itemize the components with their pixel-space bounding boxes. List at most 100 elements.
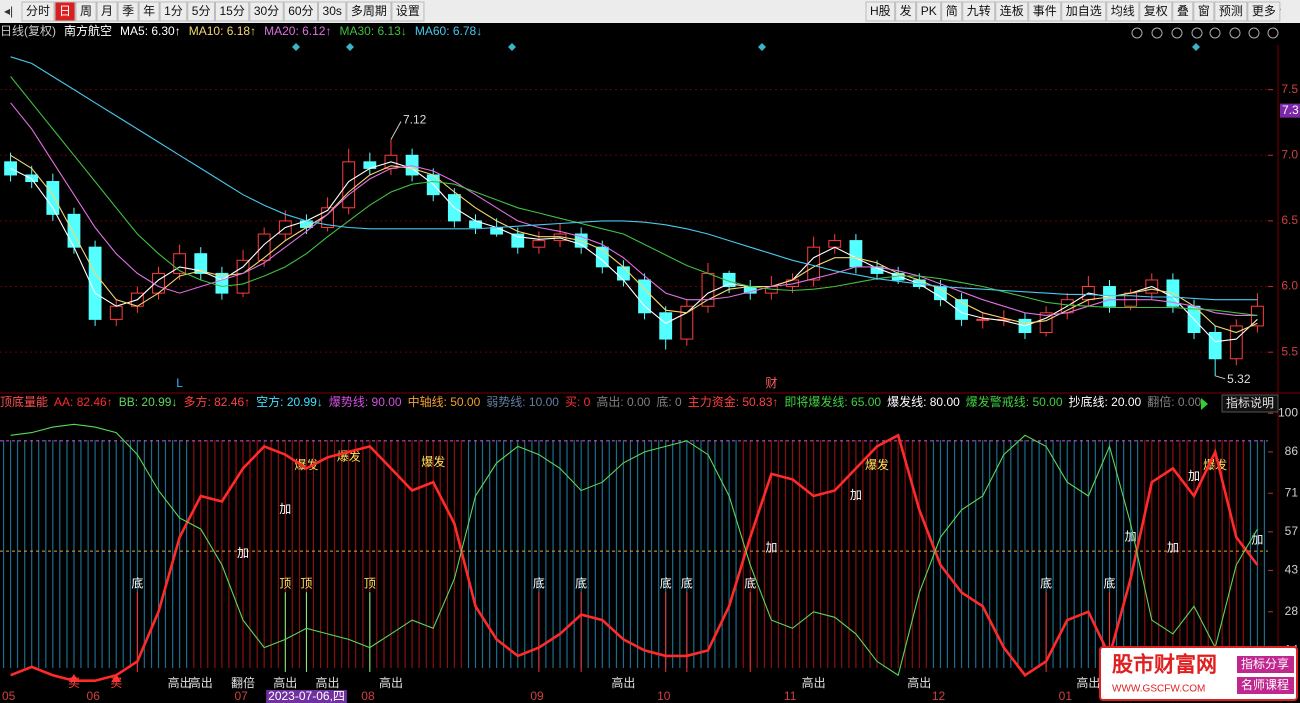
toolbar-button[interactable]: 发 [900, 3, 912, 18]
event-diamond[interactable] [292, 43, 300, 51]
toolbar-button[interactable]: 年 [143, 4, 155, 18]
candle-body [680, 305, 694, 340]
candle-body [236, 259, 250, 294]
candle-body [46, 181, 60, 215]
toolbar-button[interactable]: 5分 [192, 4, 211, 18]
toolbar-button[interactable]: 季 [122, 4, 134, 18]
toolbar-button[interactable]: 连板 [1000, 3, 1024, 18]
icon[interactable] [1267, 27, 1279, 39]
icon[interactable] [1131, 27, 1143, 39]
icon[interactable] [1171, 27, 1183, 39]
toolbar-button-bg [96, 1, 118, 22]
toolbar-button[interactable]: 事件 [1033, 4, 1057, 18]
signal-label: 加 [237, 546, 249, 560]
indicator-help-button[interactable]: 指标说明 [1226, 395, 1274, 410]
toolbar-button-bg [941, 1, 963, 22]
event-diamond[interactable] [758, 43, 766, 51]
x-tick-label: 09 [530, 689, 544, 703]
toolbar-button[interactable]: 1分 [164, 4, 183, 18]
toolbar-button-bg [159, 1, 188, 22]
buy-arrow [68, 674, 79, 682]
toolbar-button[interactable]: 均线 [1111, 4, 1135, 18]
toolbar-button[interactable]: 60分 [288, 4, 313, 18]
signal-label: 加 [765, 541, 777, 555]
candle-body [88, 246, 102, 320]
candle-body [532, 240, 546, 248]
icon[interactable] [1151, 27, 1163, 39]
y-tick-label: 71 [1285, 485, 1299, 499]
tool-icons [1131, 27, 1279, 39]
toolbar-button[interactable]: H股 [870, 4, 891, 18]
indicator-legend: 买: 0 [565, 395, 591, 409]
toolbar-button[interactable]: 复权 [1144, 4, 1168, 18]
toolbar-button[interactable]: 30s [323, 4, 342, 18]
signal-label: 爆发 [421, 454, 445, 469]
indicator-legend: AA: 82.46↑ [54, 395, 113, 409]
indicator-legend: 多方: 82.46↑ [183, 394, 250, 409]
signal-label: 加 [279, 502, 291, 516]
toolbar-button-bg [187, 1, 215, 22]
max-label: 7.12 [403, 113, 427, 127]
signal-label: 底 [1040, 575, 1052, 590]
ma-line [10, 154, 1258, 334]
toolbar-button-bg [865, 1, 896, 22]
y-tick-label: 5.5 [1281, 344, 1298, 358]
signal-label: 加 [1251, 532, 1263, 546]
icon[interactable] [1209, 27, 1221, 39]
toolbar-button[interactable]: 设置 [396, 4, 420, 18]
cursor-label-bg [266, 690, 347, 703]
watermark-tag[interactable]: 名师课程 [1241, 677, 1289, 692]
signal-label: 底 [1103, 575, 1115, 590]
toolbar-button[interactable]: 日 [59, 4, 71, 18]
nav-icon[interactable]: ◂| [4, 4, 13, 18]
icon[interactable] [1248, 27, 1260, 39]
watermark-tag[interactable]: 指标分享 [1241, 656, 1289, 671]
toolbar-button[interactable]: 简 [946, 4, 958, 18]
x-tick-label: 11 [784, 689, 797, 703]
toolbar-button[interactable]: 多周期 [351, 4, 387, 18]
toolbar-button[interactable]: 周 [80, 4, 92, 18]
toolbar-button[interactable]: 月 [101, 4, 113, 18]
toolbar-button-bg [346, 1, 392, 22]
signal-label: 爆发 [1203, 457, 1227, 472]
flag-icon [1201, 398, 1208, 410]
signal-label: 加 [1167, 541, 1179, 555]
indicator-line [10, 423, 1258, 677]
toolbar-button[interactable]: 叠 [1177, 4, 1189, 18]
info-label: MA60: 6.78↓ [415, 24, 482, 38]
toolbar-button[interactable]: 加自选 [1066, 4, 1102, 18]
indicator-legend: 爆发警戒线: 50.00 [966, 394, 1063, 409]
event-diamond[interactable] [346, 43, 354, 51]
indicator-legend: 抄底线: 20.00 [1069, 394, 1142, 409]
signal-label: 顶 [300, 576, 312, 590]
toolbar-button[interactable]: PK [921, 4, 937, 18]
toolbar-button[interactable]: 窗 [1198, 4, 1210, 18]
toolbar-button[interactable]: 九转 [967, 3, 991, 18]
bottom-signal: 高出 [802, 675, 826, 690]
watermark-url: WWW.GSCFW.COM [1112, 684, 1205, 695]
indicator-legend: 中轴线: 50.00 [408, 394, 481, 409]
info-label: MA5: 6.30↑ [120, 24, 181, 38]
toolbar-button[interactable]: 预测 [1219, 4, 1243, 18]
icon[interactable] [1191, 27, 1203, 39]
bottom-signal: 高出 [189, 675, 213, 690]
event-diamond[interactable] [508, 43, 516, 51]
toolbar-button[interactable]: 分时 [26, 4, 50, 18]
icon[interactable] [1229, 27, 1241, 39]
min-pointer [1215, 375, 1226, 380]
event-diamond[interactable] [1192, 43, 1200, 51]
toolbar-button[interactable]: 更多 [1252, 4, 1276, 18]
candle-body [342, 161, 356, 209]
candle-body [1251, 305, 1264, 327]
candle-body [490, 226, 504, 235]
bottom-signal: 买 [68, 676, 80, 690]
toolbar-button-bg [1172, 1, 1194, 22]
candle-body [215, 272, 229, 294]
indicator-legend: 高出: 0.00 [596, 394, 650, 409]
toolbar-button-bg [962, 1, 996, 22]
watermark-tag-bg [1237, 656, 1294, 673]
toolbar-button[interactable]: 30分 [254, 4, 279, 18]
toolbar-button[interactable]: 15分 [219, 4, 244, 18]
toolbar-button-bg [138, 1, 160, 22]
candle-body [828, 240, 842, 248]
